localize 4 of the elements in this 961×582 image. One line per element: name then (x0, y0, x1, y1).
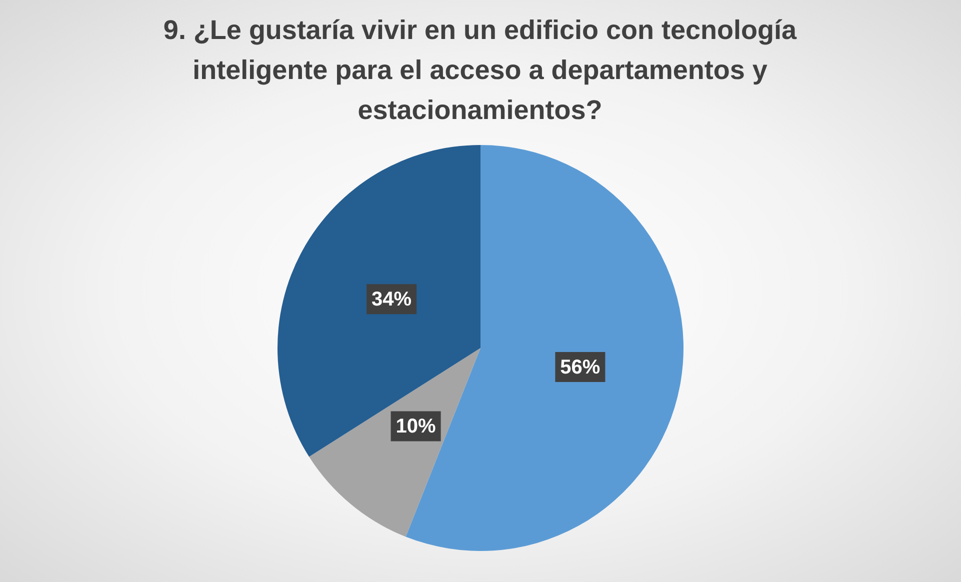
data-label: 10% (396, 416, 436, 438)
data-label: 34% (372, 288, 412, 311)
chart-title: 9. ¿Le gustaría vivir en un edificio con tecnología inteligente para el acceso a departamentos y estacionamientos? (162, 14, 798, 127)
data-label: 56% (560, 356, 600, 379)
